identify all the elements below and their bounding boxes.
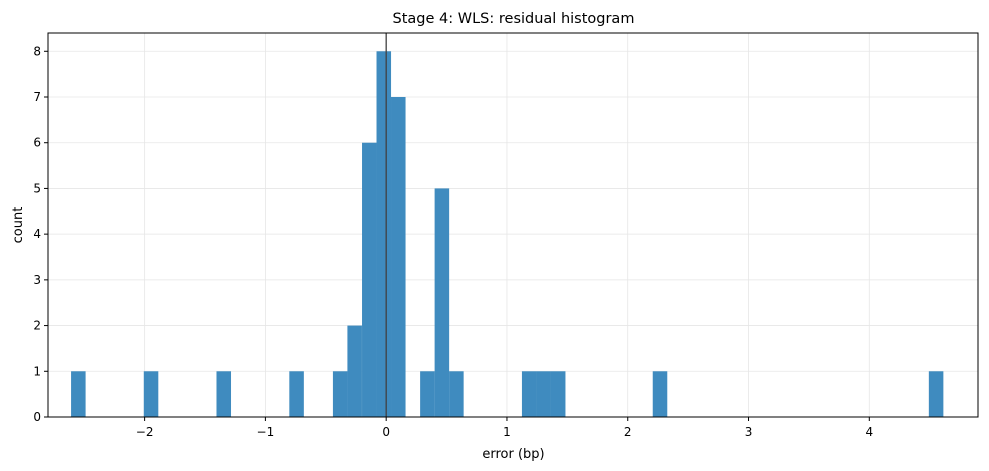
x-tick-label: 0 bbox=[382, 425, 390, 439]
x-tick-label: 3 bbox=[745, 425, 753, 439]
histogram-bar bbox=[652, 371, 668, 417]
histogram-bar bbox=[391, 97, 406, 417]
y-tick-label: 1 bbox=[33, 364, 41, 378]
x-axis-label: error (bp) bbox=[482, 447, 544, 462]
y-tick-label: 5 bbox=[33, 181, 41, 195]
histogram-bar bbox=[347, 325, 362, 417]
x-tick-label: −2 bbox=[136, 425, 154, 439]
y-tick-label: 2 bbox=[33, 319, 41, 333]
histogram-bar bbox=[449, 371, 464, 417]
histogram-bar bbox=[434, 188, 450, 417]
histogram-bar bbox=[332, 371, 348, 417]
x-tick-label: 2 bbox=[624, 425, 632, 439]
histogram-bars bbox=[71, 51, 944, 418]
x-tick-label: −1 bbox=[257, 425, 275, 439]
plot-frame bbox=[47, 32, 979, 418]
histogram-bar bbox=[928, 371, 944, 417]
y-tick-label: 0 bbox=[33, 410, 41, 424]
y-axis-ticks: 0 1 2 3 4 5 6 7 8 bbox=[33, 44, 48, 424]
grid-lines bbox=[48, 33, 978, 418]
histogram-bar bbox=[289, 371, 304, 417]
histogram-bar bbox=[420, 371, 435, 417]
y-tick-label: 3 bbox=[33, 273, 41, 287]
x-tick-label: 4 bbox=[865, 425, 873, 439]
x-axis-ticks: −2 −1 0 1 2 3 4 bbox=[136, 417, 873, 439]
histogram-bar bbox=[536, 371, 551, 417]
histogram-bar bbox=[362, 142, 377, 417]
y-axis-label: count bbox=[11, 207, 26, 244]
y-tick-label: 7 bbox=[33, 90, 41, 104]
histogram-bar bbox=[521, 371, 537, 417]
chart-title: Stage 4: WLS: residual histogram bbox=[393, 11, 635, 27]
histogram-bar bbox=[71, 371, 86, 417]
y-tick-label: 6 bbox=[33, 136, 41, 150]
y-tick-label: 8 bbox=[33, 44, 41, 58]
x-tick-label: 1 bbox=[503, 425, 511, 439]
histogram-bar bbox=[216, 371, 232, 417]
histogram-bar bbox=[143, 371, 159, 417]
histogram-bar bbox=[550, 371, 566, 417]
histogram-bar bbox=[376, 51, 392, 418]
y-tick-label: 4 bbox=[33, 227, 41, 241]
